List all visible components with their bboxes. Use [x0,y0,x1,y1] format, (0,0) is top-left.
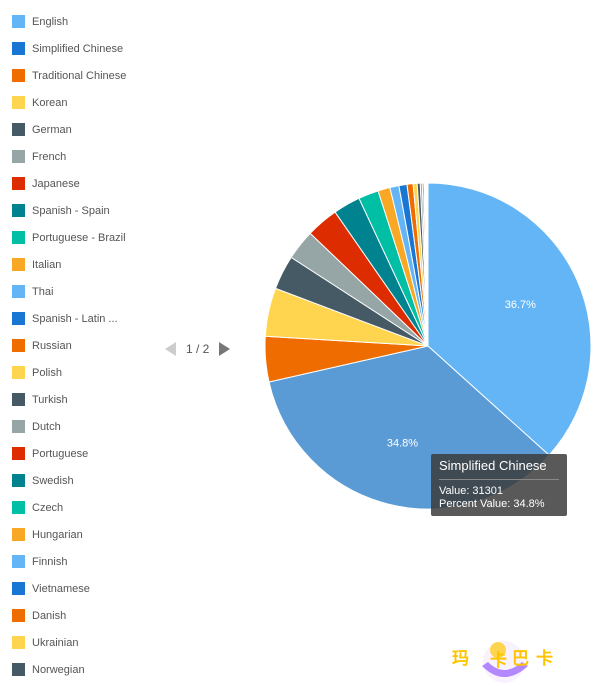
legend-swatch [12,285,25,298]
svg-text:卡: 卡 [490,650,507,671]
legend-swatch [12,231,25,244]
svg-text:卡: 卡 [536,648,553,669]
legend-label: Portuguese - Brazil [32,231,126,244]
legend-item[interactable]: Czech [12,494,126,521]
chart-tooltip: Simplified Chinese Value: 31301 Percent … [431,454,567,516]
legend-item[interactable]: French [12,143,126,170]
legend-item[interactable]: Thai [12,278,126,305]
legend-swatch [12,69,25,82]
legend-swatch [12,150,25,163]
legend-item[interactable]: Spanish - Spain [12,197,126,224]
legend-label: Portuguese [32,447,89,460]
legend-label: Italian [32,258,62,271]
legend-label: Dutch [32,420,61,433]
legend-swatch [12,663,25,676]
legend-item[interactable]: Turkish [12,386,126,413]
legend-swatch [12,15,25,28]
legend-swatch [12,555,25,568]
legend-swatch [12,339,25,352]
legend-item[interactable]: Ukrainian [12,629,126,656]
legend-item[interactable]: Finnish [12,548,126,575]
legend-item[interactable]: Japanese [12,170,126,197]
legend-label: Simplified Chinese [32,42,124,55]
legend-swatch [12,204,25,217]
legend-swatch [12,258,25,271]
legend-label: Vietnamese [32,582,90,595]
legend-swatch [12,312,25,325]
legend-label: Spanish - Spain [32,204,110,217]
legend-label: Norwegian [32,663,85,676]
legend-item[interactable]: Traditional Chinese [12,62,126,89]
legend-swatch [12,420,25,433]
legend-item[interactable]: Danish [12,602,126,629]
legend-label: English [32,15,69,28]
legend-swatch [12,609,25,622]
legend-swatch [12,501,25,514]
legend-label: Swedish [32,474,74,487]
tooltip-value: Value: 31301 [439,485,504,497]
legend-label: Russian [32,339,72,352]
legend-item[interactable]: Russian [12,332,126,359]
legend-item[interactable]: Simplified Chinese [12,35,126,62]
pager-next-icon[interactable] [219,342,231,356]
legend-item[interactable]: Italian [12,251,126,278]
legend-label: French [32,150,67,163]
legend-item[interactable]: Korean [12,89,126,116]
legend-item[interactable]: Portuguese - Brazil [12,224,126,251]
legend-pager: 1 / 2 [165,342,231,356]
tooltip-title: Simplified Chinese [439,458,559,480]
legend-item[interactable]: Vietnamese [12,575,126,602]
legend-label: Turkish [32,393,68,406]
legend-swatch [12,528,25,541]
legend-label: German [32,123,72,136]
svg-text:巴: 巴 [512,649,529,669]
legend-label: Japanese [32,177,80,190]
legend-label: Thai [32,285,54,298]
legend-swatch [12,447,25,460]
legend-item[interactable]: Polish [12,359,126,386]
legend-swatch [12,366,25,379]
legend-label: Danish [32,609,67,622]
legend-label: Ukrainian [32,636,79,649]
legend-item[interactable]: Spanish - Latin ... [12,305,126,332]
slice-data-label: 34.8% [387,438,418,450]
watermark-logo: 玛 卡 巴 卡 [452,641,553,683]
legend-swatch [12,474,25,487]
legend-label: Korean [32,96,68,109]
legend-item[interactable]: Norwegian [12,656,126,683]
legend-item[interactable]: Swedish [12,467,126,494]
legend-label: Czech [32,501,64,514]
legend-label: Hungarian [32,528,83,541]
legend-label: Traditional Chinese [32,69,127,82]
slice-data-label: 36.7% [505,299,536,311]
pager-prev-icon[interactable] [165,342,176,356]
legend-item[interactable]: English [12,8,126,35]
legend-label: Spanish - Latin ... [32,312,118,325]
legend-swatch [12,123,25,136]
legend-swatch [12,582,25,595]
legend-label: Polish [32,366,62,379]
pager-text: 1 / 2 [186,342,210,356]
legend-swatch [12,393,25,406]
legend-swatch [12,177,25,190]
legend-item[interactable]: Hungarian [12,521,126,548]
legend-item[interactable]: Portuguese [12,440,126,467]
chart-legend: English Simplified Chinese Traditional Chi… [12,8,126,683]
legend-item[interactable]: German [12,116,126,143]
legend-swatch [12,42,25,55]
legend-item[interactable]: Dutch [12,413,126,440]
svg-text:玛: 玛 [452,649,469,669]
legend-label: Finnish [32,555,68,568]
legend-swatch [12,96,25,109]
tooltip-percent: Percent Value: 34.8% [439,498,545,510]
pie-slice[interactable] [427,182,592,456]
legend-swatch [12,636,25,649]
